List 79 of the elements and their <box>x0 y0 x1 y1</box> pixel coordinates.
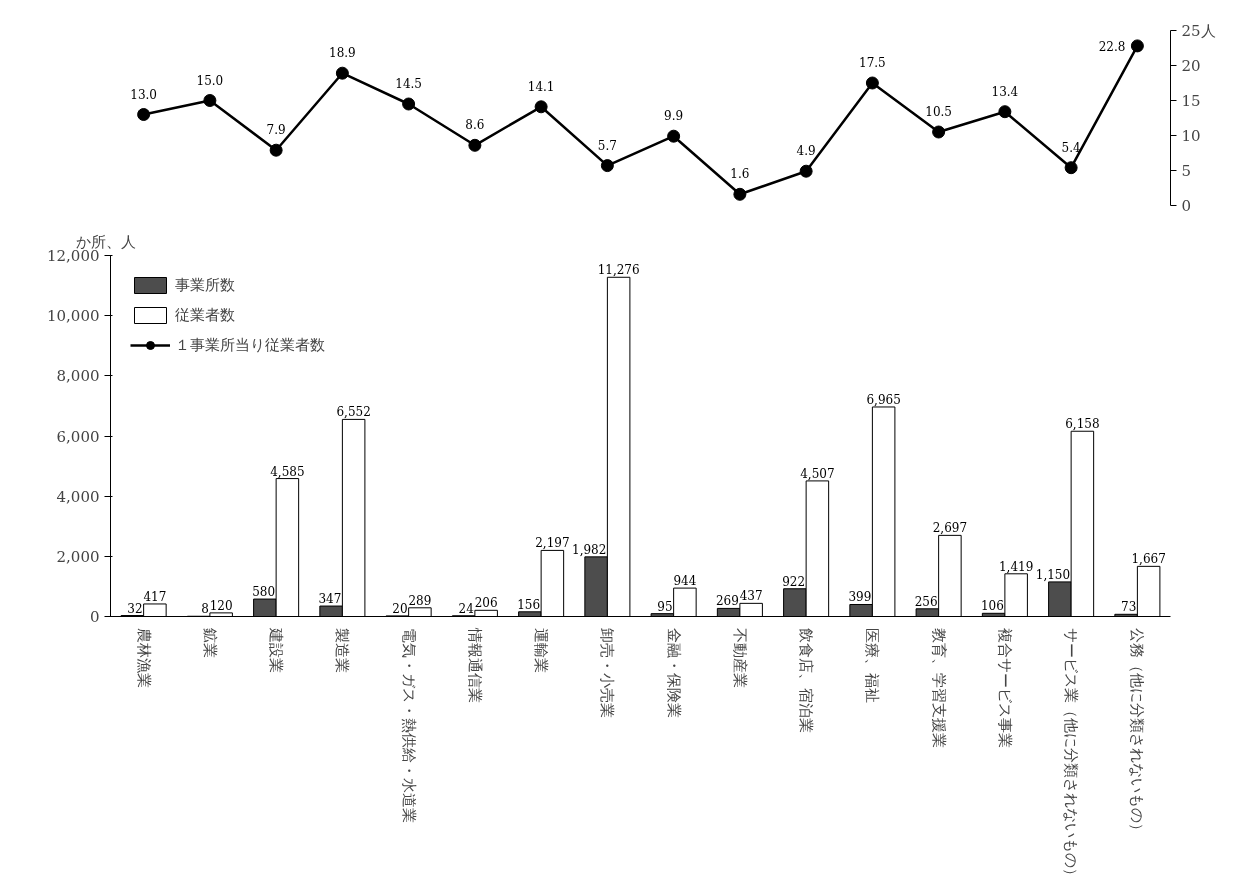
data-label: 18.9 <box>329 46 356 61</box>
y-tick-label: 6,000 <box>56 427 100 446</box>
legend-label: １事業所当り従業者数 <box>175 335 325 355</box>
legend-label: 従業者数 <box>175 305 235 325</box>
data-label: 32 <box>127 601 143 616</box>
legend-label: 事業所数 <box>175 275 235 295</box>
x-tick-label: 卸売・小売業 <box>598 627 617 718</box>
x-tick-label: 運輸業 <box>532 627 551 673</box>
x-tick-label: 医療、福祉 <box>863 627 882 703</box>
y-tick-label: 0 <box>1181 196 1192 215</box>
y-tick-label: 5 <box>1181 161 1192 180</box>
y-tick-label: 0 <box>89 608 100 626</box>
data-label: 106 <box>980 599 1004 614</box>
data-label: 1,150 <box>1035 567 1071 582</box>
data-label: 1,667 <box>1131 552 1166 567</box>
data-label: 14.5 <box>395 77 422 91</box>
data-label: 256 <box>914 594 938 609</box>
x-tick-label: 鉱業 <box>200 627 219 658</box>
data-label: 2,197 <box>535 536 570 551</box>
data-label: 17.5 <box>859 56 886 70</box>
data-label: 944 <box>673 574 697 589</box>
data-label: 5.4 <box>1061 140 1082 155</box>
data-label: 73 <box>1121 600 1137 615</box>
data-label: 347 <box>318 592 342 607</box>
y-tick-label: 4,000 <box>56 487 100 506</box>
data-label: 11,276 <box>597 263 640 278</box>
x-tick-label: 農林漁業 <box>134 627 153 688</box>
data-label: 13.0 <box>130 87 157 102</box>
data-label: 399 <box>848 590 872 605</box>
data-label: 13.4 <box>991 84 1019 99</box>
data-label: 1,982 <box>572 542 607 557</box>
data-label: 15.0 <box>196 73 224 88</box>
data-label: 7.9 <box>266 123 286 138</box>
data-label: 14.1 <box>527 79 555 94</box>
x-tick-label: サービス業（他に分類されないもの） <box>1062 627 1081 883</box>
data-label: 206 <box>474 596 498 611</box>
x-tick-label: 公務（他に分類されないもの） <box>1128 627 1147 838</box>
data-label: 120 <box>209 598 233 613</box>
data-label: 8.6 <box>465 118 485 133</box>
y-tick-label: 2,000 <box>56 547 100 566</box>
data-label: 580 <box>252 585 276 600</box>
y-tick-label: 25人 <box>1181 21 1216 40</box>
data-label: 1,419 <box>998 559 1034 574</box>
x-tick-label: 情報通信業 <box>465 626 484 703</box>
x-tick-label: 金融・保険業 <box>664 627 683 718</box>
data-label: 6,552 <box>336 405 371 420</box>
data-label: 22.8 <box>1098 39 1126 54</box>
x-tick-label: 教育、学習支援業 <box>929 627 948 748</box>
data-label: 4.9 <box>796 144 816 159</box>
y-tick-label: 15 <box>1181 91 1201 110</box>
data-label: 1.6 <box>730 167 750 182</box>
data-label: 269 <box>715 594 739 609</box>
x-tick-label: 不動産業 <box>730 627 749 688</box>
x-tick-label: 建設業 <box>267 626 286 673</box>
data-label: 922 <box>782 574 806 589</box>
data-label: 24 <box>458 601 475 616</box>
y-tick-label: 8,000 <box>56 367 100 386</box>
x-tick-label: 飲食店、宿泊業 <box>797 627 816 733</box>
data-label: 10.5 <box>925 105 952 119</box>
data-label: 6,158 <box>1065 417 1100 432</box>
y-tick-label: 10 <box>1181 126 1201 145</box>
x-tick-label: 電気・ガス・熱供給・水道業 <box>399 627 418 823</box>
data-label: 20 <box>392 601 408 616</box>
data-label: 95 <box>657 599 673 614</box>
data-label: 4,507 <box>800 466 835 481</box>
data-label: 417 <box>143 589 167 604</box>
x-tick-label: 製造業 <box>333 627 352 673</box>
y-tick-label: 20 <box>1181 56 1201 75</box>
data-label: 437 <box>739 589 763 604</box>
data-label: 2,697 <box>932 521 968 536</box>
data-label: 156 <box>517 597 541 612</box>
y-tick-label: 10,000 <box>47 307 100 326</box>
x-tick-label: 複合サービス事業 <box>995 627 1014 748</box>
data-label: 6,965 <box>866 392 901 407</box>
data-label: 5.7 <box>597 138 617 153</box>
data-label: 8 <box>201 602 209 617</box>
data-label: 289 <box>408 593 432 608</box>
data-label: 9.9 <box>664 109 684 124</box>
data-label: 4,585 <box>270 464 305 479</box>
